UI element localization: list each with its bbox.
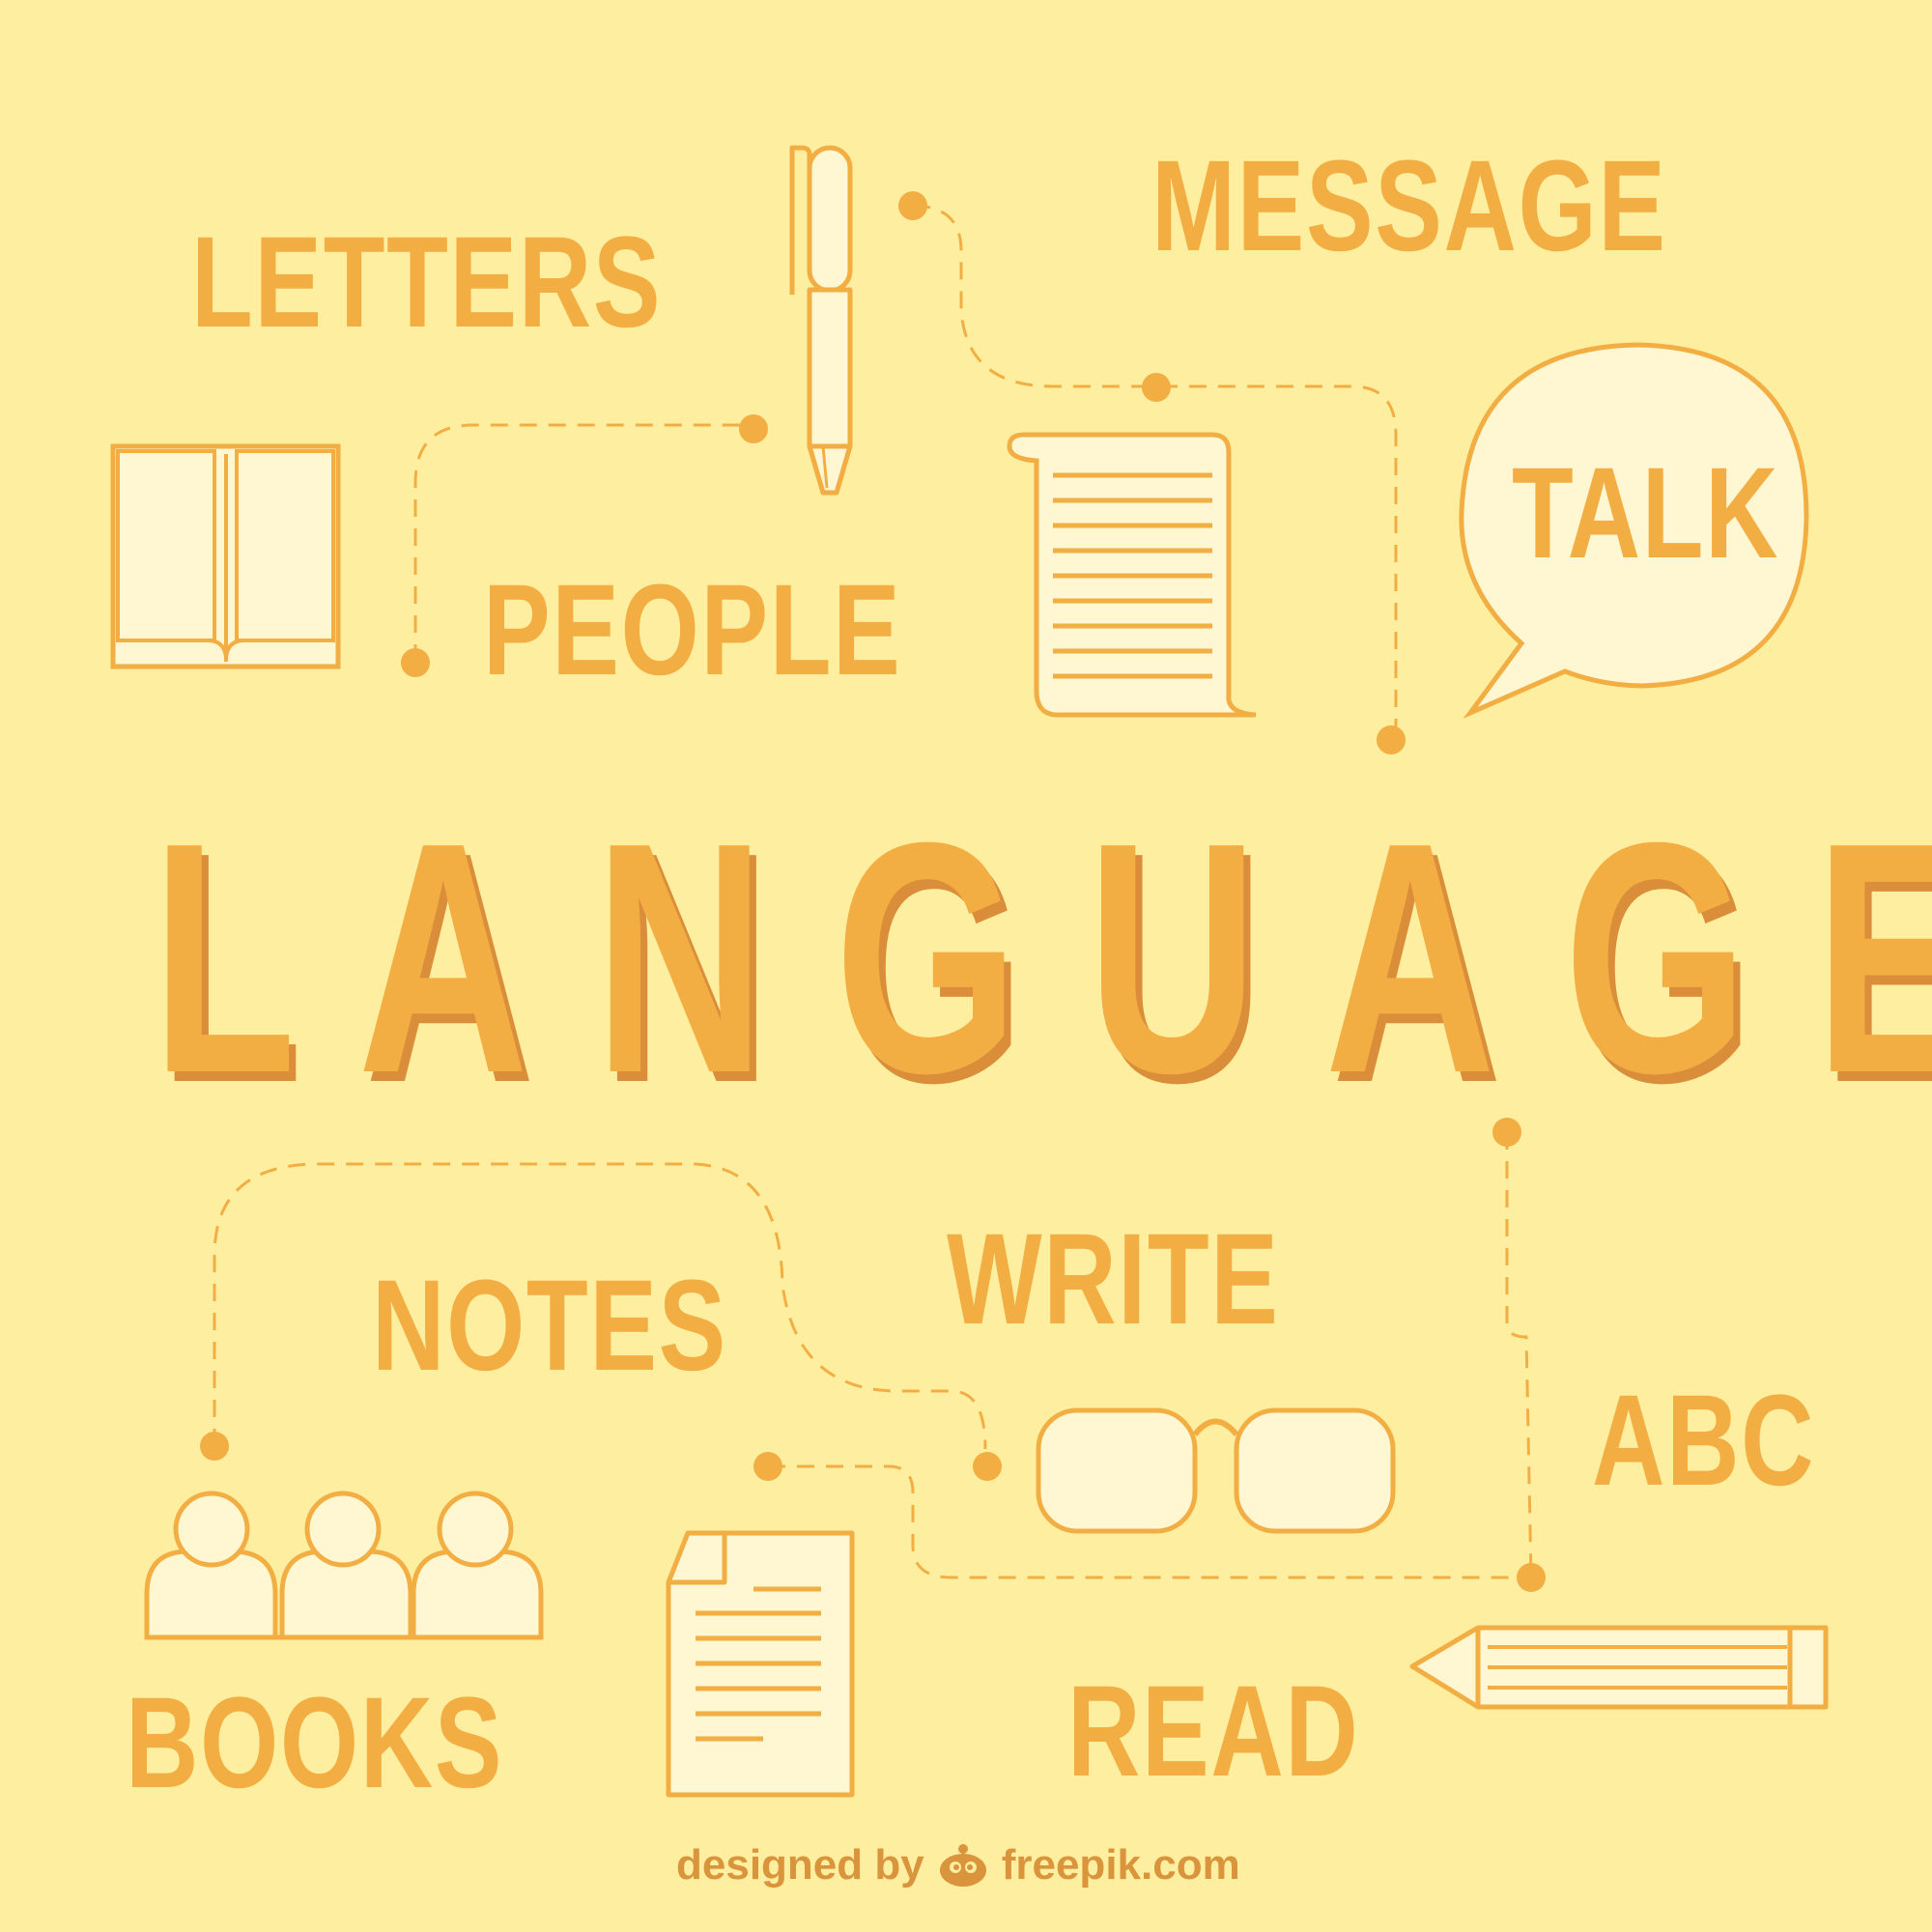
speech-bubble-icon: [1459, 342, 1809, 720]
connector-message-doc: [912, 204, 1398, 739]
word-books: BOOKS: [126, 1671, 504, 1815]
credit-prefix: designed by: [676, 1841, 924, 1889]
connector-dot: [200, 1432, 229, 1461]
credit-brand: freepik.com: [1001, 1841, 1240, 1889]
pen-icon: [789, 145, 853, 496]
title-letter: L: [152, 775, 297, 1142]
main-title: LANGUAGE: [124, 775, 1932, 1142]
word-talk: TALK: [1512, 441, 1780, 585]
paper-sheet-icon: [666, 1530, 855, 1798]
connector-books-glasses: [213, 1162, 987, 1450]
connector-dot: [1377, 725, 1406, 754]
open-book-icon: [110, 443, 341, 669]
connector-dot: [1142, 373, 1171, 402]
glasses-icon: [1036, 1407, 1396, 1534]
word-write: WRITE: [947, 1208, 1280, 1351]
title-letter: A: [1324, 775, 1495, 1142]
word-people: PEOPLE: [483, 558, 902, 702]
connector-dot: [401, 648, 430, 677]
pencil-icon: [1409, 1625, 1829, 1710]
connector-sheet-abc: [768, 1464, 1531, 1579]
title-letter: A: [357, 775, 528, 1142]
document-scroll-icon: [1007, 432, 1257, 718]
word-notes: NOTES: [372, 1254, 727, 1398]
credit-line: designed by freepik.com: [676, 1841, 1240, 1889]
connector-dots: [200, 191, 1546, 1592]
word-letters: LETTERS: [191, 211, 663, 355]
connector-dot: [1517, 1563, 1546, 1592]
dashed-connectors: [213, 204, 1533, 1579]
connector-dot: [753, 1452, 782, 1481]
title-letter: G: [1564, 775, 1748, 1142]
title-letter: U: [1087, 775, 1259, 1142]
connector-language-abc: [1505, 1132, 1533, 1578]
connector-dot: [739, 414, 768, 443]
title-letter: G: [834, 775, 1019, 1142]
word-abc: ABC: [1592, 1369, 1816, 1513]
people-group-icon: [144, 1491, 544, 1640]
connector-dot: [1492, 1118, 1521, 1147]
title-letter: E: [1815, 794, 1932, 1122]
connector-dot: [973, 1452, 1002, 1481]
title-letter: N: [594, 775, 766, 1142]
connector-people-pen: [413, 423, 753, 662]
word-read: READ: [1067, 1660, 1360, 1804]
freepik-logo-icon: [936, 1841, 990, 1889]
word-message: MESSAGE: [1151, 134, 1667, 278]
connector-dot: [898, 191, 927, 220]
